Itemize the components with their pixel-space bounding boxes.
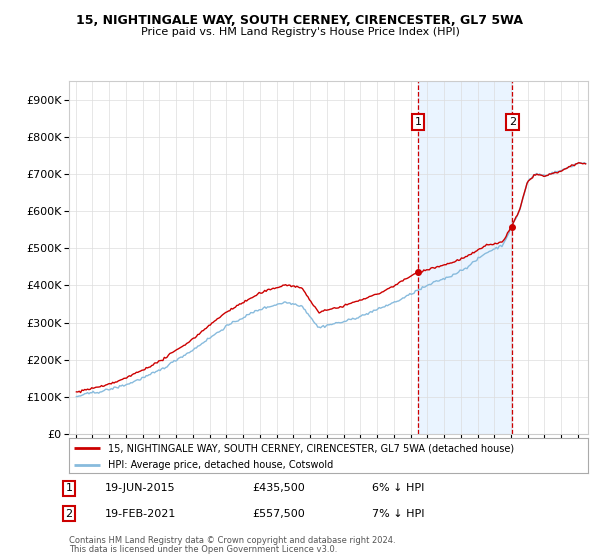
Text: 7% ↓ HPI: 7% ↓ HPI xyxy=(372,508,425,519)
Text: Contains HM Land Registry data © Crown copyright and database right 2024.: Contains HM Land Registry data © Crown c… xyxy=(69,536,395,545)
Text: Price paid vs. HM Land Registry's House Price Index (HPI): Price paid vs. HM Land Registry's House … xyxy=(140,27,460,37)
Text: £435,500: £435,500 xyxy=(252,483,305,493)
Bar xyxy=(418,81,512,434)
Text: 2: 2 xyxy=(65,508,73,519)
Text: 19-FEB-2021: 19-FEB-2021 xyxy=(105,508,176,519)
Text: 15, NIGHTINGALE WAY, SOUTH CERNEY, CIRENCESTER, GL7 5WA: 15, NIGHTINGALE WAY, SOUTH CERNEY, CIREN… xyxy=(77,14,523,27)
Text: 19-JUN-2015: 19-JUN-2015 xyxy=(105,483,176,493)
Text: 2: 2 xyxy=(509,117,516,127)
Text: 1: 1 xyxy=(415,117,422,127)
Text: 6% ↓ HPI: 6% ↓ HPI xyxy=(372,483,424,493)
Text: 15, NIGHTINGALE WAY, SOUTH CERNEY, CIRENCESTER, GL7 5WA (detached house): 15, NIGHTINGALE WAY, SOUTH CERNEY, CIREN… xyxy=(108,443,514,453)
Text: This data is licensed under the Open Government Licence v3.0.: This data is licensed under the Open Gov… xyxy=(69,545,337,554)
Text: 1: 1 xyxy=(65,483,73,493)
Text: £557,500: £557,500 xyxy=(252,508,305,519)
Text: HPI: Average price, detached house, Cotswold: HPI: Average price, detached house, Cots… xyxy=(108,460,333,469)
